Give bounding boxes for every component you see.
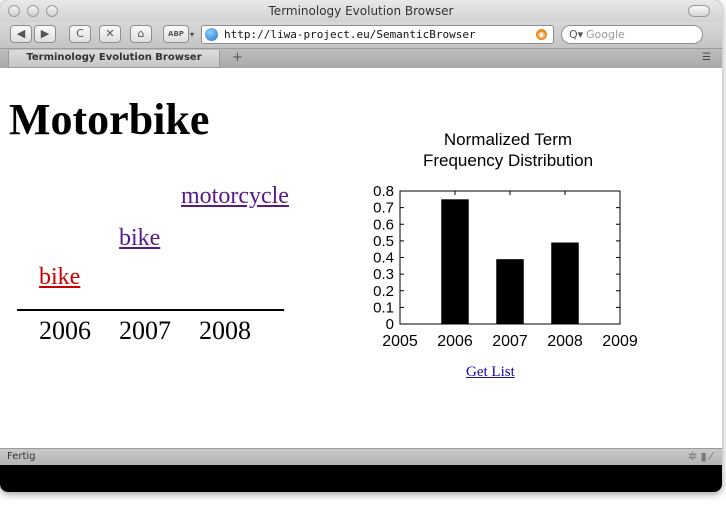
tab-terminology-evolution-browser[interactable]: Terminology Evolution Browser (8, 50, 220, 68)
chart-title-line: Frequency Distribution (423, 151, 593, 170)
reload-icon: C (76, 27, 84, 40)
chart-bar (441, 199, 469, 324)
browser-window: Terminology Evolution Browser ◀ ▶ C ✕ ⌂ … (0, 0, 722, 492)
term-link-2006[interactable]: bike (39, 264, 81, 290)
chart-x-tick-label: 2008 (547, 333, 583, 350)
chart-x-tick-label: 2007 (492, 333, 528, 350)
forward-arrow-icon: ▶ (40, 27, 50, 40)
rss-feed-icon[interactable]: ◉ (536, 29, 547, 40)
page-content: Motorbike motorcycle bike bike 2006 2007… (0, 68, 722, 448)
chart-y-tick-label: 0.3 (373, 266, 394, 283)
navigation-toolbar: ◀ ▶ C ✕ ⌂ ABP ▾ http://liwa-project.eu/S… (0, 22, 722, 48)
chart-title-line: Normalized Term (444, 130, 572, 149)
stop-button[interactable]: ✕ (99, 25, 121, 43)
chart-y-tick-label: 0.7 (373, 200, 394, 217)
page-title: Motorbike (9, 95, 210, 144)
chart-x-tick-label: 2006 (437, 333, 473, 350)
home-icon: ⌂ (137, 27, 145, 40)
get-list-link[interactable]: Get List (466, 364, 515, 380)
search-placeholder[interactable]: Google (586, 28, 625, 41)
chart-y-tick-label: 0.2 (373, 283, 394, 300)
chart-y-tick-label: 0.6 (373, 216, 394, 233)
globe-icon (205, 28, 218, 41)
timeline-year-2008: 2008 (199, 316, 251, 345)
status-bar-icons: ✲ ▮ ⁄ (687, 450, 712, 463)
home-button[interactable]: ⌂ (130, 25, 152, 43)
timeline-year-2007: 2007 (119, 316, 171, 345)
url-bar[interactable]: http://liwa-project.eu/SemanticBrowser ◉ (201, 25, 554, 44)
chart-bar (496, 259, 524, 324)
new-tab-icon[interactable]: + (232, 50, 243, 65)
tab-bar: Terminology Evolution Browser + ☰ (0, 48, 722, 68)
tab-list-icon[interactable]: ☰ (702, 52, 711, 63)
chart-y-tick-label: 0.8 (373, 183, 394, 200)
window-title: Terminology Evolution Browser (268, 4, 454, 18)
adblock-icon: ABP (168, 30, 184, 38)
chart-bar (551, 242, 579, 324)
title-bar: Terminology Evolution Browser (0, 0, 722, 23)
timeline-year-2006: 2006 (39, 316, 91, 345)
status-text: Fertig (7, 451, 36, 462)
url-text[interactable]: http://liwa-project.eu/SemanticBrowser (224, 28, 476, 41)
search-box[interactable]: Q▾ Google (561, 25, 703, 44)
back-button[interactable]: ◀ (10, 25, 32, 43)
adblock-dropdown-icon[interactable]: ▾ (190, 30, 195, 39)
search-icon[interactable]: Q▾ (569, 28, 584, 41)
chart-y-tick-label: 0.5 (373, 233, 394, 250)
chart-x-tick-label: 2005 (382, 333, 418, 350)
minimize-window-button[interactable] (27, 5, 39, 17)
chart-x-tick-label: 2009 (602, 333, 638, 350)
chart-y-tick-label: 0.4 (373, 250, 394, 267)
adblock-button[interactable]: ABP (163, 25, 189, 43)
tab-label: Terminology Evolution Browser (26, 52, 202, 63)
timeline-axis (17, 309, 284, 311)
forward-button[interactable]: ▶ (34, 25, 56, 43)
chart-y-tick-label: 0 (386, 316, 394, 333)
close-window-button[interactable] (8, 5, 20, 17)
toolbar-toggle-button[interactable] (688, 5, 710, 17)
stop-icon: ✕ (105, 27, 115, 40)
term-link-2007[interactable]: bike (119, 225, 161, 251)
term-link-2008[interactable]: motorcycle (181, 183, 289, 209)
chart-y-tick-label: 0.1 (373, 299, 394, 316)
reload-button[interactable]: C (69, 25, 91, 43)
back-arrow-icon: ◀ (16, 27, 26, 40)
zoom-window-button[interactable] (46, 5, 58, 17)
status-bar: Fertig ✲ ▮ ⁄ (0, 448, 722, 465)
